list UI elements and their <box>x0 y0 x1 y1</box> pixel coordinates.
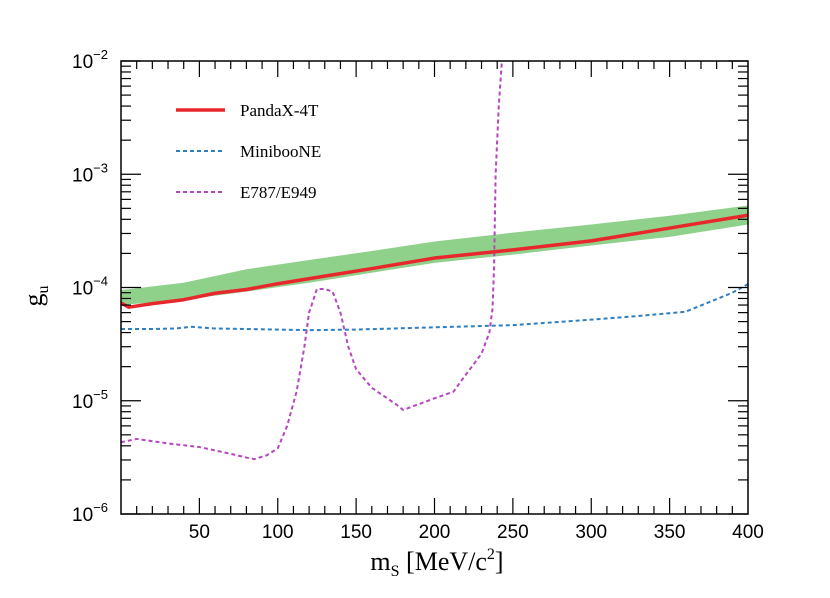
x-tick-label: 200 <box>419 522 451 543</box>
series-line-pandax-4t <box>121 213 748 309</box>
x-tick-label: 150 <box>340 522 372 543</box>
x-axis-title-base: m <box>370 547 390 576</box>
x-tick-label: 50 <box>189 522 210 543</box>
legend-label-pandax: PandaX-4T <box>240 101 319 120</box>
series-line-miniboone <box>121 283 748 332</box>
y-axis-title: gu <box>19 286 52 307</box>
y-tick-label: 10−6 <box>72 500 108 526</box>
x-tick-label: 300 <box>575 522 607 543</box>
x-tick-label: 400 <box>732 522 764 543</box>
sensitivity-band <box>121 205 748 306</box>
x-axis-title: mS [MeV/c2] <box>370 546 503 580</box>
x-tick-label: 250 <box>497 522 529 543</box>
y-tick-label: 10−5 <box>72 387 108 413</box>
x-tick-label: 100 <box>262 522 294 543</box>
y-tick-label: 10−3 <box>72 160 108 186</box>
x-axis-title-sub: S <box>391 563 400 580</box>
y-tick-label: 10−2 <box>72 47 108 73</box>
x-axis-title-sup: 2 <box>487 546 495 563</box>
y-axis-title-base: g <box>19 294 48 307</box>
series-line-e787-e949 <box>121 61 503 461</box>
y-tick-label: 10−4 <box>72 274 108 300</box>
legend-label-e787: E787/E949 <box>240 183 317 202</box>
x-axis-title-close: ] <box>495 547 504 576</box>
legend-label-miniboone: MinibooNE <box>240 142 321 161</box>
x-axis-title-rest: [MeV/c <box>400 547 487 576</box>
legend: PandaX-4T MinibooNE E787/E949 <box>176 101 321 202</box>
y-axis-title-sub: u <box>35 286 52 294</box>
x-tick-label: 350 <box>654 522 686 543</box>
